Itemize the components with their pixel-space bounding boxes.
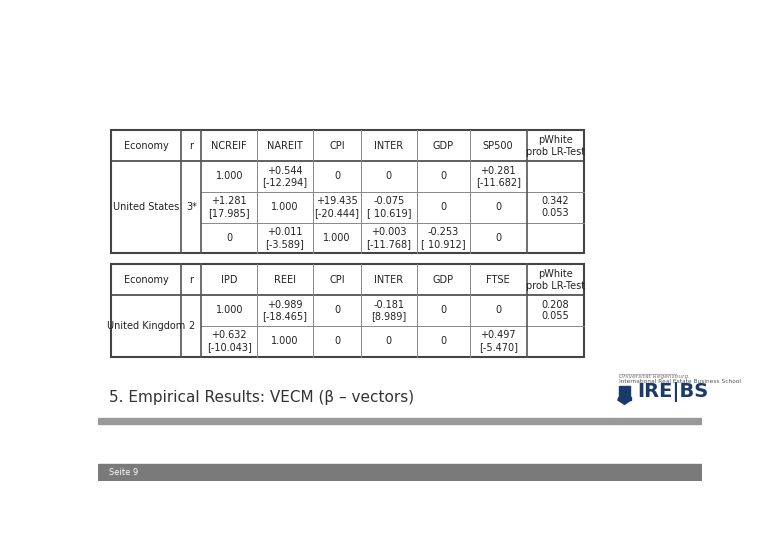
Text: Economy: Economy xyxy=(124,140,168,151)
Text: r: r xyxy=(190,140,193,151)
Bar xyxy=(98,418,702,423)
Text: +0.497
[-5.470]: +0.497 [-5.470] xyxy=(479,330,518,352)
Text: 0: 0 xyxy=(495,233,502,243)
Text: 0: 0 xyxy=(334,306,340,315)
Text: 3*: 3* xyxy=(186,202,197,212)
Text: Seite 9: Seite 9 xyxy=(109,468,138,477)
Text: 0: 0 xyxy=(386,172,392,181)
Bar xyxy=(112,264,584,356)
Bar xyxy=(618,397,632,400)
Text: 1.000: 1.000 xyxy=(271,336,299,346)
Text: +0.544
[-12.294]: +0.544 [-12.294] xyxy=(263,166,307,187)
Text: 1.000: 1.000 xyxy=(215,306,243,315)
Text: 0: 0 xyxy=(440,202,446,212)
Text: pWhite
prob LR-Test: pWhite prob LR-Test xyxy=(526,134,585,157)
Text: 1.000: 1.000 xyxy=(323,233,351,243)
Text: 5. Empirical Results: VECM (β – vectors): 5. Empirical Results: VECM (β – vectors) xyxy=(109,390,414,405)
Text: 0.342
0.053: 0.342 0.053 xyxy=(542,197,569,218)
Text: GDP: GDP xyxy=(433,275,454,285)
Text: +19.435
[-20.444]: +19.435 [-20.444] xyxy=(314,197,360,218)
Text: 0: 0 xyxy=(334,336,340,346)
Text: 0.208
0.055: 0.208 0.055 xyxy=(541,300,569,321)
Text: 1.000: 1.000 xyxy=(215,172,243,181)
Text: 0: 0 xyxy=(226,233,232,243)
Text: INTER: INTER xyxy=(374,275,403,285)
Text: +1.281
[17.985]: +1.281 [17.985] xyxy=(208,197,250,218)
Text: -0.075
[ 10.619]: -0.075 [ 10.619] xyxy=(367,197,411,218)
Text: +0.011
[-3.589]: +0.011 [-3.589] xyxy=(266,227,304,249)
Text: r: r xyxy=(190,275,193,285)
Text: 0: 0 xyxy=(495,202,502,212)
Text: CPI: CPI xyxy=(329,140,345,151)
Text: 0: 0 xyxy=(440,306,446,315)
Text: pWhite
prob LR-Test: pWhite prob LR-Test xyxy=(526,268,585,291)
Text: GDP: GDP xyxy=(433,140,454,151)
Text: +0.632
[-10.043]: +0.632 [-10.043] xyxy=(207,330,252,352)
Text: +0.281
[-11.682]: +0.281 [-11.682] xyxy=(476,166,521,187)
Text: 0: 0 xyxy=(386,336,392,346)
Text: 1.000: 1.000 xyxy=(271,202,299,212)
Text: NCREIF: NCREIF xyxy=(211,140,247,151)
Text: +0.989
[-18.465]: +0.989 [-18.465] xyxy=(263,300,307,321)
Text: 0: 0 xyxy=(440,172,446,181)
Text: International Real Estate Business School: International Real Estate Business Schoo… xyxy=(619,379,741,384)
Text: -0.253
[ 10.912]: -0.253 [ 10.912] xyxy=(421,227,466,249)
Text: SP500: SP500 xyxy=(483,140,513,151)
Text: IPD: IPD xyxy=(221,275,237,285)
Text: United Kingdom: United Kingdom xyxy=(107,321,186,331)
Text: CPI: CPI xyxy=(329,275,345,285)
Polygon shape xyxy=(618,400,632,404)
Text: Economy: Economy xyxy=(124,275,168,285)
Text: 0: 0 xyxy=(334,172,340,181)
Text: IRE|BS: IRE|BS xyxy=(638,382,709,402)
Text: +0.003
[-11.768]: +0.003 [-11.768] xyxy=(367,227,411,249)
Text: Universität Regensburg: Universität Regensburg xyxy=(619,374,688,379)
Text: 0: 0 xyxy=(440,336,446,346)
Bar xyxy=(619,386,630,398)
Text: INTER: INTER xyxy=(374,140,403,151)
Text: United States: United States xyxy=(113,202,179,212)
Bar xyxy=(98,464,702,481)
Text: REEI: REEI xyxy=(274,275,296,285)
Text: 2: 2 xyxy=(188,321,194,331)
Text: 0: 0 xyxy=(495,306,502,315)
Text: NAREIT: NAREIT xyxy=(268,140,303,151)
Text: -0.181
[8.989]: -0.181 [8.989] xyxy=(371,300,406,321)
Bar xyxy=(112,130,584,253)
Text: FTSE: FTSE xyxy=(487,275,510,285)
